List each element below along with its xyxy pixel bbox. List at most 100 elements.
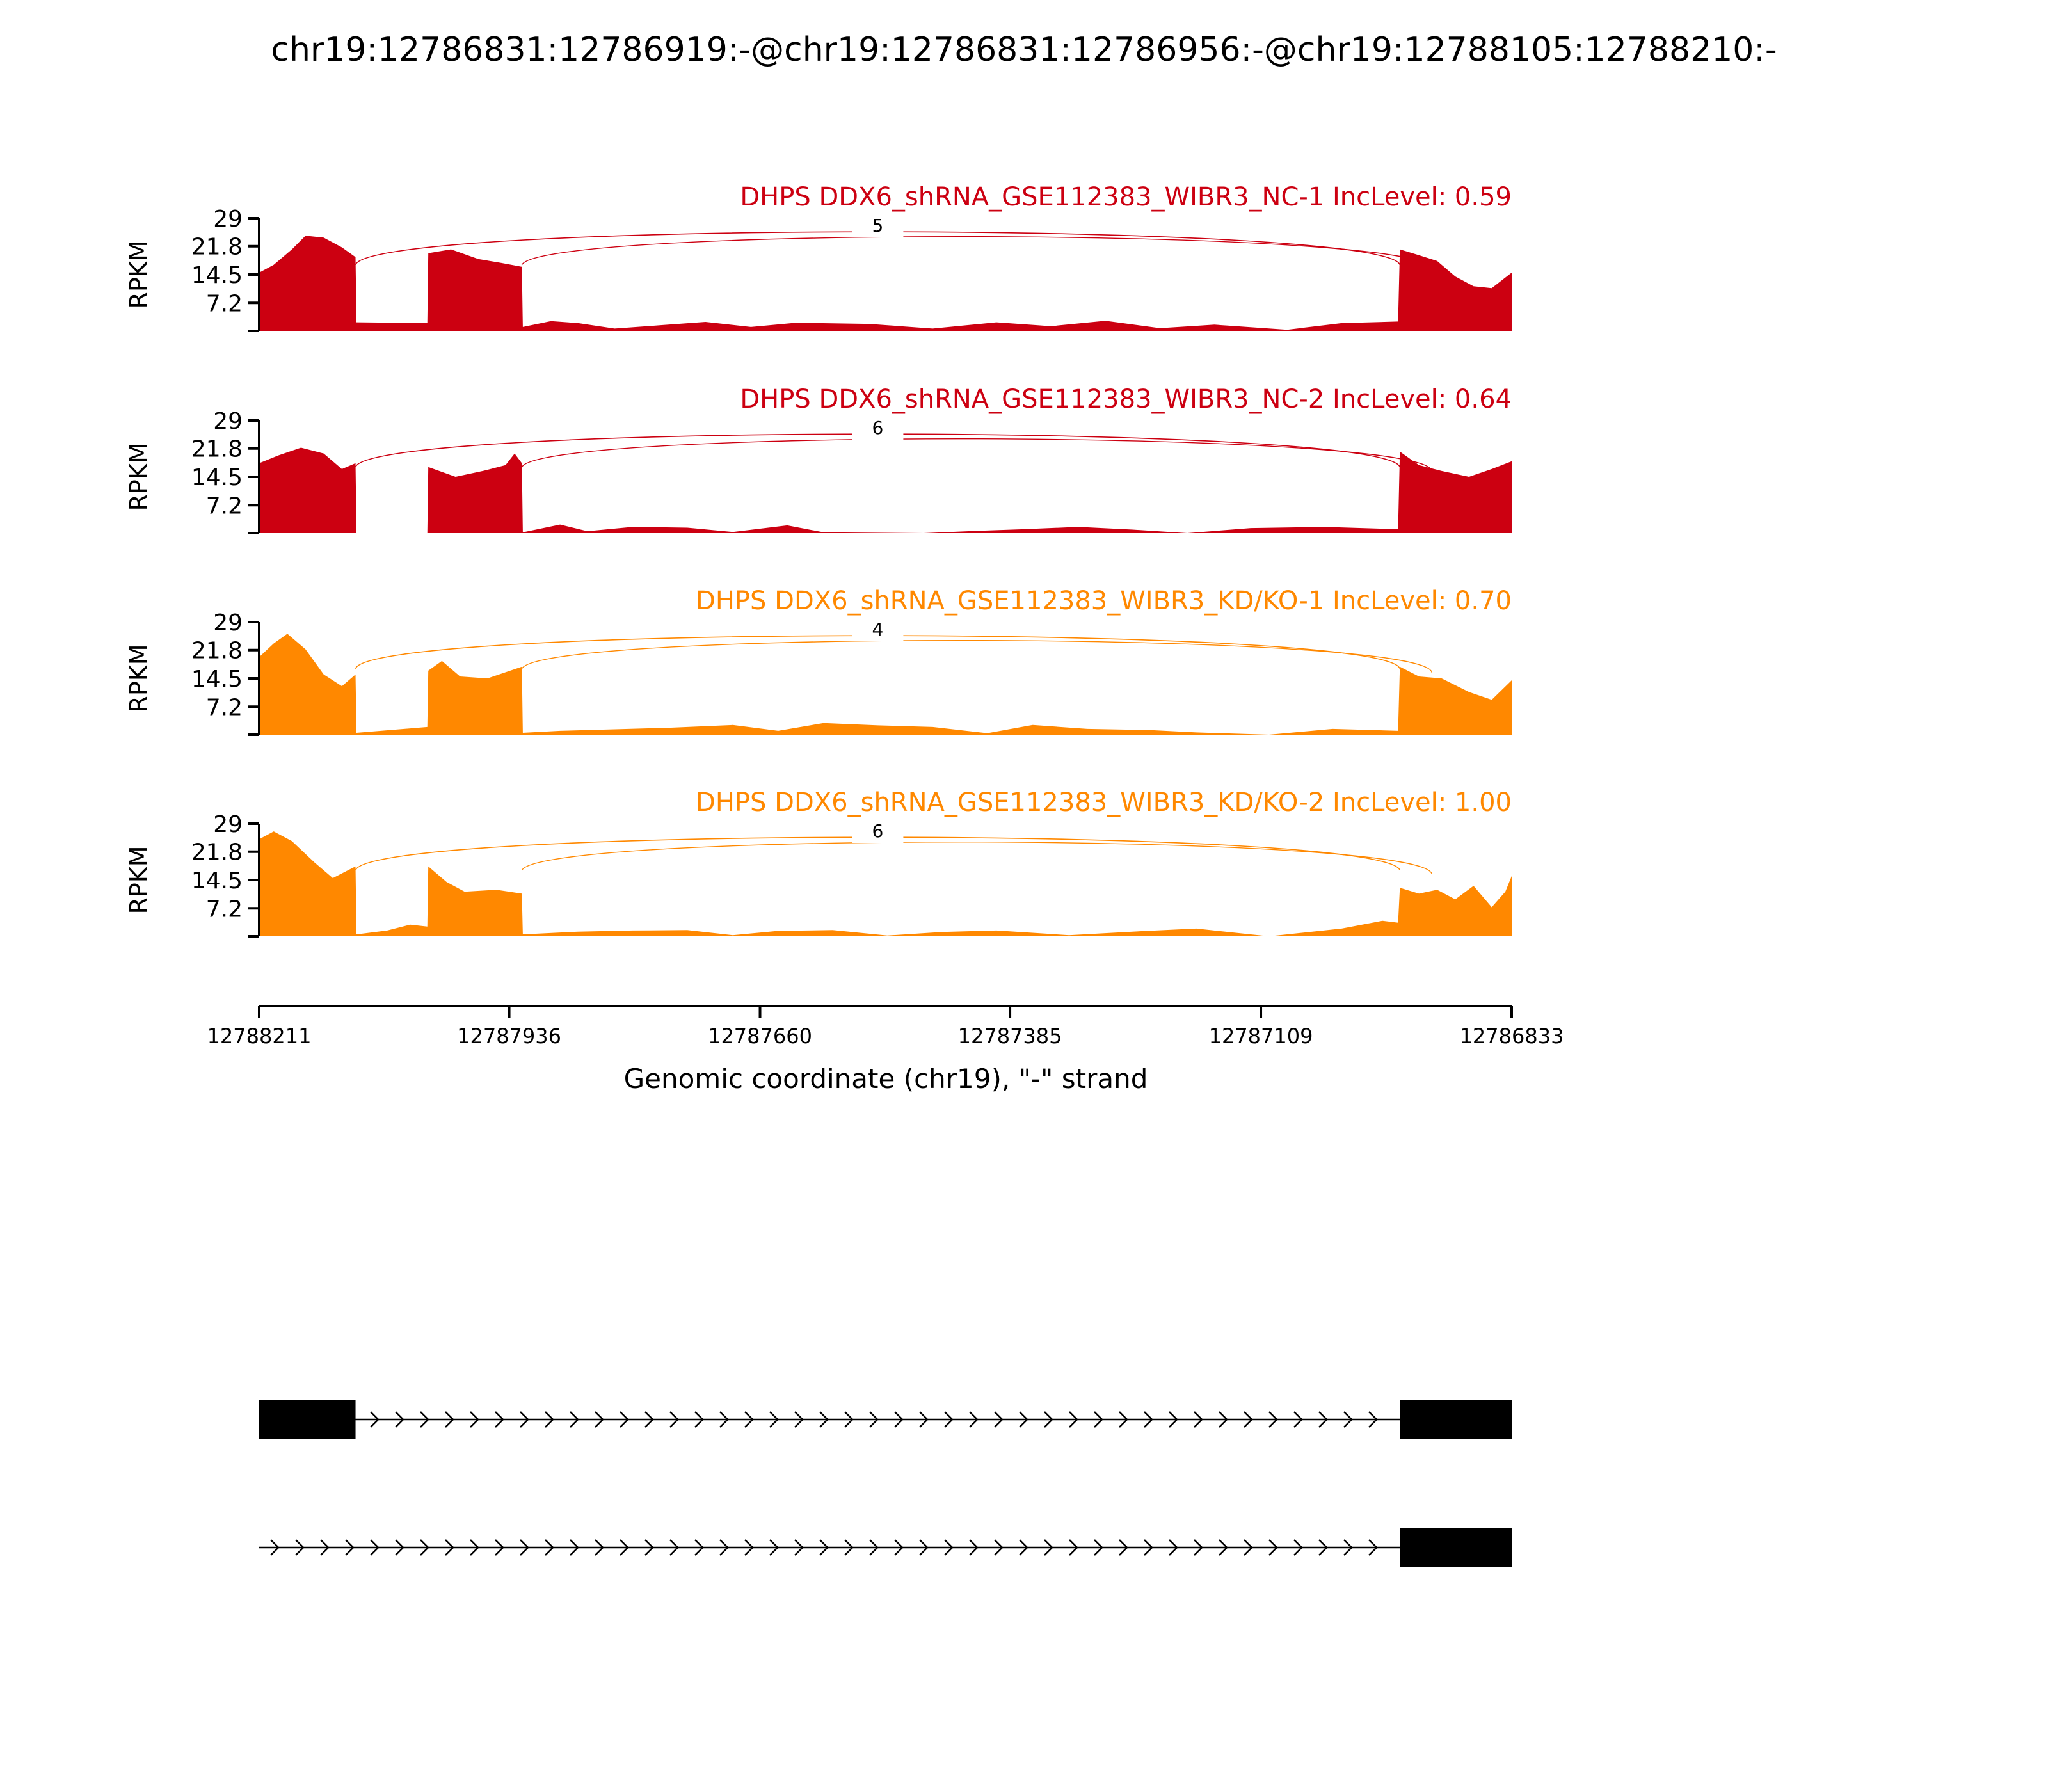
strand-arrow: [669, 1411, 679, 1428]
strand-arrow: [470, 1539, 479, 1556]
strand-arrow: [869, 1539, 879, 1556]
strand-arrow: [1044, 1411, 1053, 1428]
strand-arrow: [620, 1411, 629, 1428]
junction-count-label: 6: [872, 820, 884, 842]
x-tick-label: 12787660: [708, 1024, 812, 1048]
junction-arc: [521, 236, 1433, 269]
strand-arrow: [445, 1411, 454, 1428]
strand-arrow: [1219, 1411, 1228, 1428]
y-tick-label: 29: [213, 408, 243, 435]
strand-arrow: [869, 1411, 879, 1428]
coverage-area: [259, 236, 1512, 331]
strand-arrow: [944, 1411, 954, 1428]
track-1: 7.214.521.829 RPKM DHPS DDX6_shRNA_GSE1123…: [125, 182, 1512, 332]
strand-arrow: [694, 1539, 704, 1556]
x-tick-label: 12788211: [207, 1024, 312, 1048]
coverage-area: [259, 831, 1512, 936]
y-axis-label: RPKM: [125, 240, 153, 308]
junction-count-label: 4: [872, 619, 884, 640]
track-3: 7.214.521.829 RPKM DHPS DDX6_shRNA_GSE1123…: [125, 586, 1512, 736]
strand-arrow: [1293, 1411, 1303, 1428]
strand-arrow: [595, 1411, 604, 1428]
strand-arrow: [1094, 1539, 1103, 1556]
y-tick-label: 7.2: [206, 493, 243, 519]
strand-arrow: [445, 1539, 454, 1556]
gene-model-1: [259, 1400, 1512, 1439]
x-tick-label: 12787385: [958, 1024, 1062, 1048]
x-tick-label: 12786833: [1460, 1024, 1564, 1048]
y-tick-label: 7.2: [206, 291, 243, 317]
strand-arrow: [894, 1411, 904, 1428]
x-tick-label: 12787936: [457, 1024, 561, 1048]
strand-arrow: [919, 1411, 929, 1428]
strand-arrow: [1119, 1539, 1128, 1556]
x-tick-label: 12787109: [1209, 1024, 1313, 1048]
strand-arrow: [1194, 1539, 1203, 1556]
track-4: 7.214.521.829 RPKM DHPS DDX6_shRNA_GSE1123…: [125, 788, 1512, 938]
strand-arrow: [1069, 1411, 1078, 1428]
strand-arrow: [694, 1411, 704, 1428]
strand-arrow: [1343, 1539, 1353, 1556]
y-tick-label: 29: [213, 610, 243, 636]
strand-arrow: [744, 1411, 754, 1428]
strand-arrow: [1368, 1539, 1378, 1556]
strand-arrow: [719, 1411, 729, 1428]
strand-arrow: [1343, 1411, 1353, 1428]
strand-arrow: [644, 1539, 654, 1556]
strand-arrow: [794, 1539, 804, 1556]
strand-arrow: [620, 1539, 629, 1556]
strand-arrow: [520, 1539, 529, 1556]
strand-arrow: [844, 1539, 854, 1556]
strand-arrow: [944, 1539, 954, 1556]
y-tick-label: 21.8: [191, 840, 243, 866]
coverage-area: [259, 634, 1512, 735]
strand-arrow: [520, 1411, 529, 1428]
junction-arc: [521, 639, 1433, 673]
strand-arrow: [595, 1539, 604, 1556]
strand-arrow: [1144, 1411, 1153, 1428]
strand-arrow: [1019, 1539, 1028, 1556]
y-tick-label: 14.5: [191, 262, 243, 289]
strand-arrow: [994, 1539, 1004, 1556]
y-tick-label: 14.5: [191, 666, 243, 692]
strand-arrow: [1368, 1411, 1378, 1428]
strand-arrow: [470, 1411, 479, 1428]
strand-arrow: [794, 1411, 804, 1428]
strand-arrow: [1318, 1411, 1328, 1428]
strand-arrow: [345, 1539, 355, 1556]
strand-arrow: [320, 1539, 330, 1556]
gene-models: [259, 1400, 1512, 1567]
gene-model-2: [259, 1528, 1512, 1567]
strand-arrow: [495, 1411, 504, 1428]
strand-arrow: [1069, 1539, 1078, 1556]
y-tick-label: 21.8: [191, 638, 243, 664]
strand-arrow: [1268, 1411, 1278, 1428]
strand-arrow: [395, 1539, 404, 1556]
strand-arrow: [395, 1411, 404, 1428]
strand-arrow: [1044, 1539, 1053, 1556]
junction-count-label: 5: [872, 215, 884, 236]
track-title: DHPS DDX6_shRNA_GSE112383_WIBR3_NC-1 Inc…: [740, 182, 1512, 212]
junction-label-bg: [852, 618, 904, 641]
strand-arrow: [719, 1539, 729, 1556]
strand-arrow: [420, 1539, 429, 1556]
track-title: DHPS DDX6_shRNA_GSE112383_WIBR3_KD/KO-2 …: [696, 788, 1512, 817]
strand-arrow: [370, 1411, 380, 1428]
strand-arrow: [919, 1539, 929, 1556]
y-tick-label: 7.2: [206, 896, 243, 922]
strand-arrow: [1094, 1411, 1103, 1428]
strand-arrow: [1244, 1539, 1253, 1556]
strand-arrow: [669, 1539, 679, 1556]
strand-arrow: [570, 1411, 579, 1428]
strand-arrow: [1119, 1411, 1128, 1428]
strand-arrow: [644, 1411, 654, 1428]
strand-arrow: [370, 1539, 380, 1556]
strand-arrow: [769, 1539, 779, 1556]
strand-arrow: [1219, 1539, 1228, 1556]
y-tick-label: 29: [213, 812, 243, 838]
strand-arrow: [1169, 1539, 1178, 1556]
strand-arrow: [819, 1411, 829, 1428]
strand-arrow: [1268, 1539, 1278, 1556]
